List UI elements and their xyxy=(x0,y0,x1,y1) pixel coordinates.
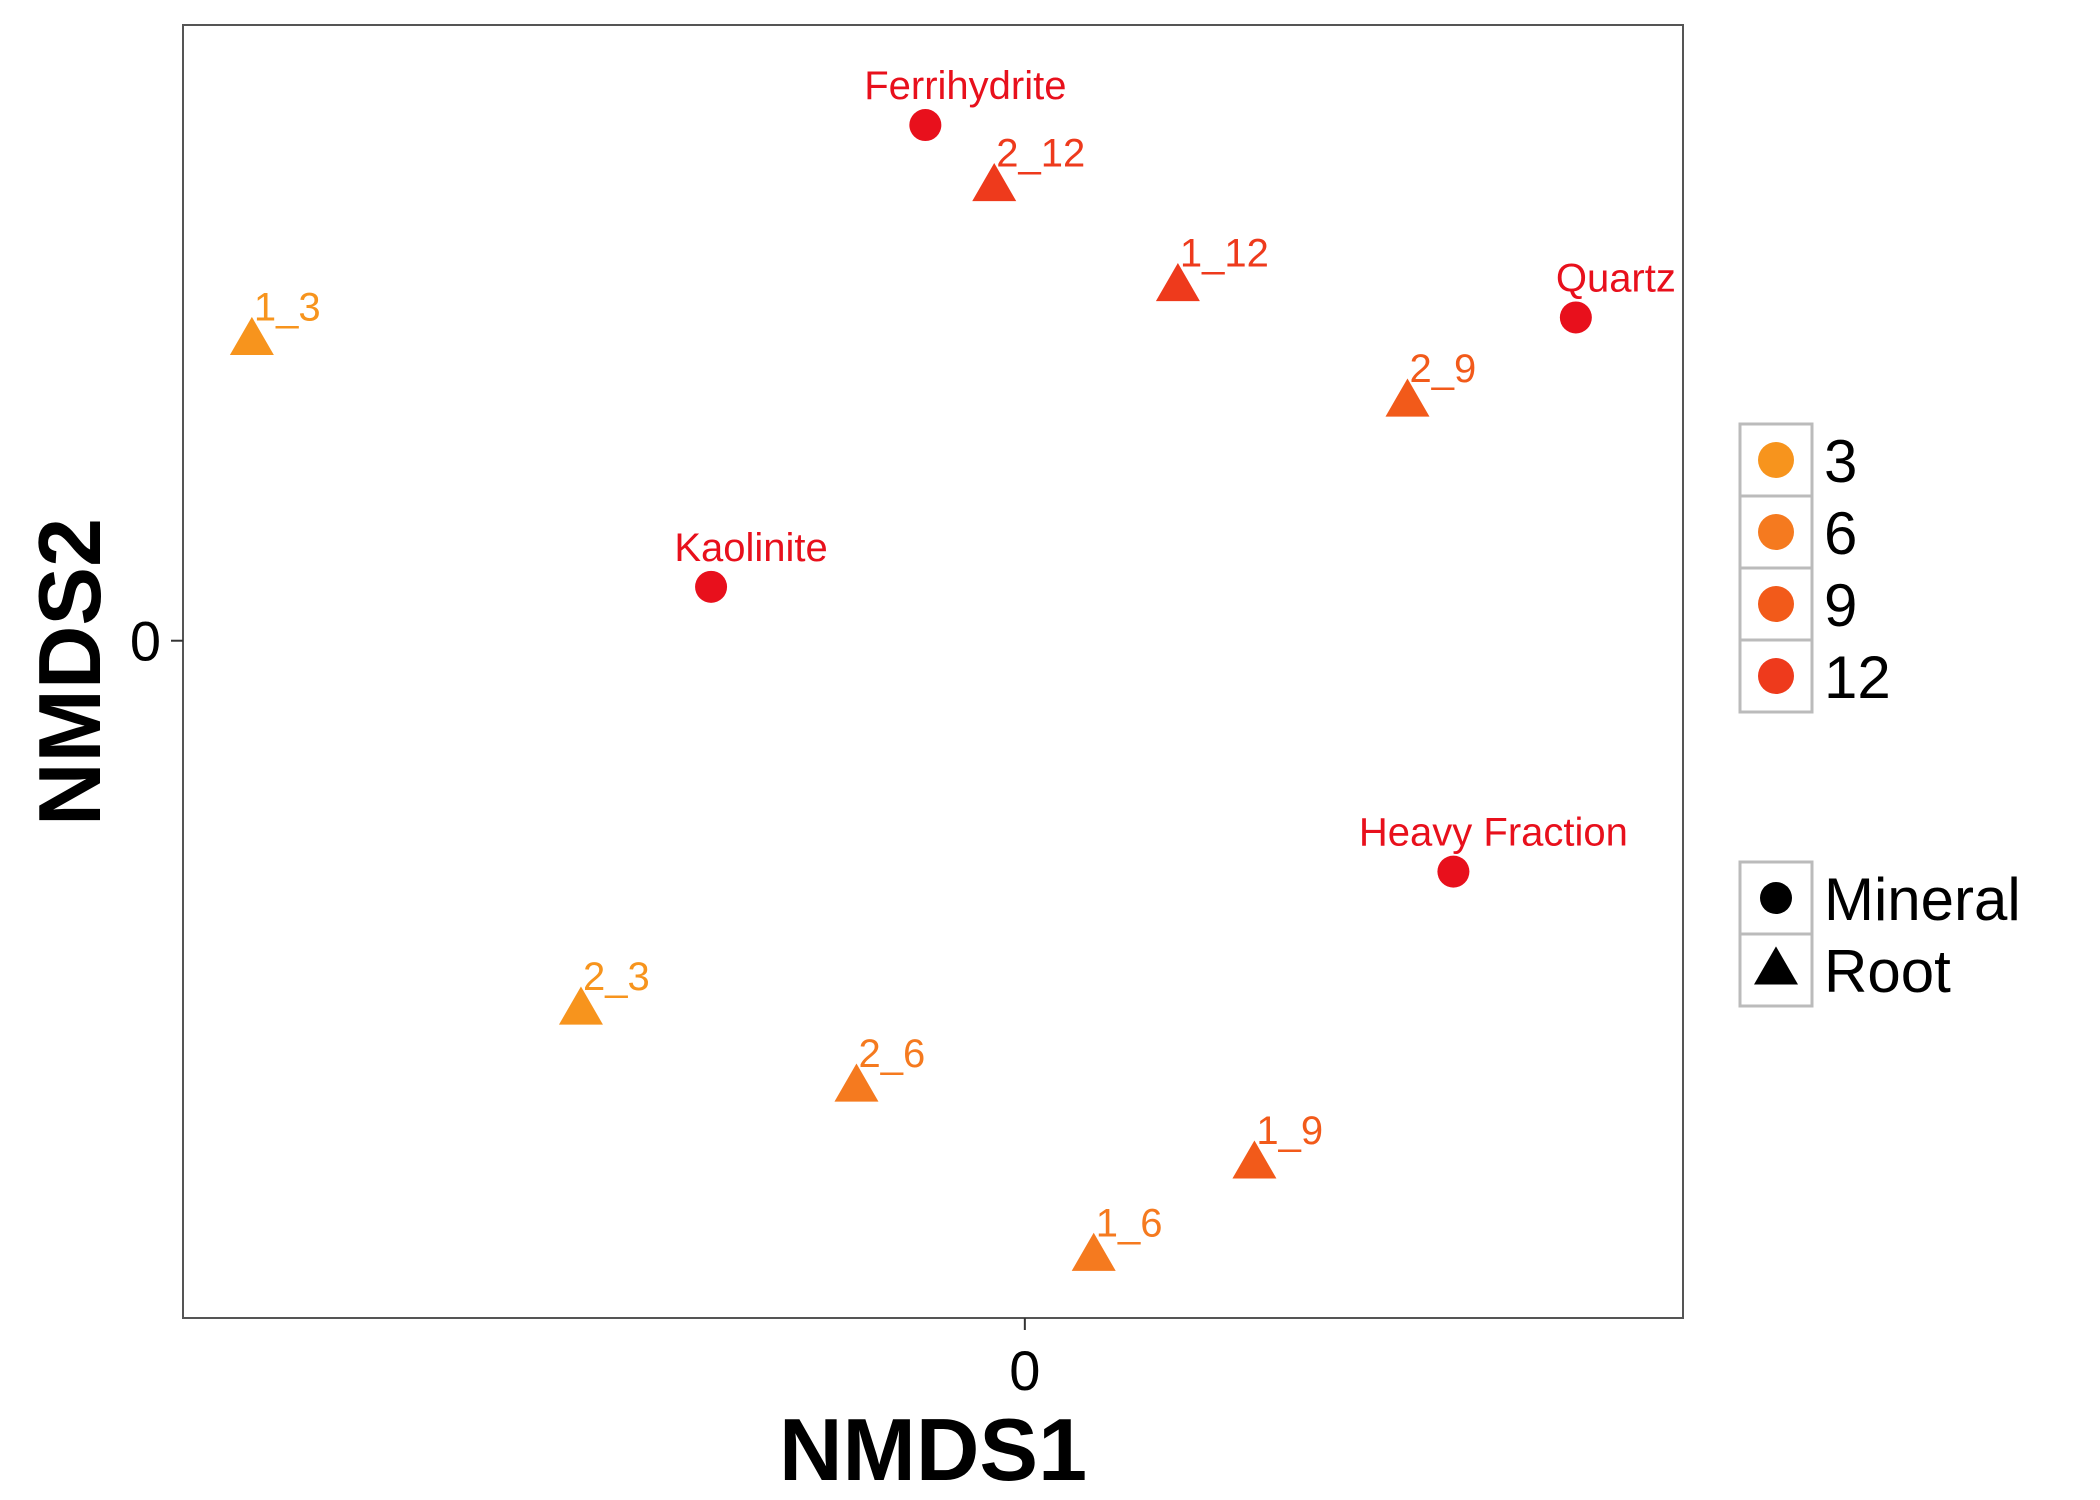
point-heavy-fraction xyxy=(1437,855,1470,888)
point-2-12 xyxy=(972,163,1017,202)
point-2-6 xyxy=(834,1063,879,1102)
color-legend-swatch xyxy=(1758,442,1794,478)
point-label-2-3: 2_3 xyxy=(583,955,650,999)
color-legend-label: 12 xyxy=(1824,644,1891,711)
color-legend-label: 6 xyxy=(1824,500,1857,567)
point-label-2-12: 2_12 xyxy=(996,132,1085,176)
point-label-1-9: 1_9 xyxy=(1256,1109,1323,1153)
point-2-9 xyxy=(1385,378,1430,417)
point-label-1-6: 1_6 xyxy=(1096,1201,1163,1245)
data-labels: Ferrihydrite Quartz Kaolinite Heavy Fractio… xyxy=(254,64,1676,1245)
color-legend-swatch xyxy=(1758,586,1794,622)
data-points xyxy=(229,109,1592,1271)
point-2-3 xyxy=(558,986,603,1025)
point-kaolinite xyxy=(695,570,728,603)
point-1-12 xyxy=(1155,263,1200,302)
y-tick-label: 0 xyxy=(130,610,161,673)
point-label-ferrihydrite: Ferrihydrite xyxy=(864,64,1066,108)
color-legend-label: 9 xyxy=(1824,572,1857,639)
shape-legend-label: Root xyxy=(1824,938,1951,1005)
point-1-3 xyxy=(229,316,274,356)
color-legend-swatch xyxy=(1758,658,1794,694)
point-1-6 xyxy=(1071,1232,1116,1271)
shape-legend-label: Mineral xyxy=(1824,866,2021,933)
point-label-quartz: Quartz xyxy=(1556,256,1676,300)
point-label-2-9: 2_9 xyxy=(1409,347,1476,391)
point-label-kaolinite: Kaolinite xyxy=(674,526,827,570)
shape-legend-swatch xyxy=(1754,946,1798,985)
shape-legend-swatch xyxy=(1760,882,1792,914)
x-axis-title: NMDS1 xyxy=(779,1400,1087,1499)
point-1-9 xyxy=(1232,1140,1277,1179)
shape-legend-key xyxy=(1738,860,1814,936)
point-label-1-3: 1_3 xyxy=(254,286,321,330)
point-label-1-12: 1_12 xyxy=(1180,232,1269,276)
y-axis-title: NMDS2 xyxy=(20,518,119,826)
plot-panel xyxy=(182,24,1684,1319)
point-ferrihydrite xyxy=(909,109,942,142)
point-quartz xyxy=(1559,301,1592,334)
x-tick-label: 0 xyxy=(1009,1339,1040,1402)
point-label-heavy-fraction: Heavy Fraction xyxy=(1359,811,1628,855)
point-label-2-6: 2_6 xyxy=(858,1032,925,1076)
axis-ticks: 00 xyxy=(130,610,1041,1402)
color-legend-swatch xyxy=(1758,514,1794,550)
color-legend-label: 3 xyxy=(1824,428,1857,495)
